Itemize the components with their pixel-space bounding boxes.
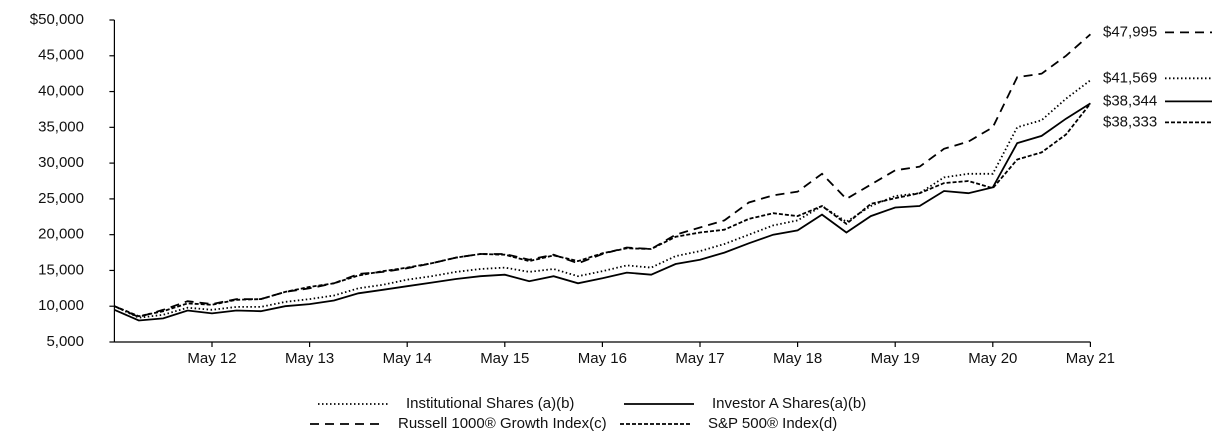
x-tick-label: May 13 xyxy=(285,350,334,367)
end-label: $38,333 xyxy=(1103,113,1157,130)
legend-label: Investor A Shares(a)(b) xyxy=(712,395,866,412)
series-line xyxy=(114,33,1091,318)
x-tick-label: May 17 xyxy=(675,350,724,367)
series-line xyxy=(114,79,1091,319)
y-tick-label: 25,000 xyxy=(38,190,84,207)
y-tick-label: 40,000 xyxy=(38,83,84,100)
x-tick-label: May 12 xyxy=(187,350,236,367)
y-tick-label: $50,000 xyxy=(30,11,84,28)
x-tick-label: May 14 xyxy=(383,350,432,367)
y-tick-label: 35,000 xyxy=(38,118,84,135)
x-tick-label: May 19 xyxy=(871,350,920,367)
series-line xyxy=(114,102,1092,318)
y-tick-label: 10,000 xyxy=(38,297,84,314)
y-tick-label: 30,000 xyxy=(38,154,84,171)
series-line xyxy=(114,102,1091,322)
x-tick-label: May 21 xyxy=(1066,350,1115,367)
y-tick-label: 15,000 xyxy=(38,261,84,278)
end-label: $38,344 xyxy=(1103,92,1157,109)
end-label: $41,569 xyxy=(1103,69,1157,86)
y-tick-label: 45,000 xyxy=(38,47,84,64)
x-tick-label: May 16 xyxy=(578,350,627,367)
x-tick-label: May 18 xyxy=(773,350,822,367)
end-label: $47,995 xyxy=(1103,23,1157,40)
legend-label: S&P 500® Index(d) xyxy=(708,415,837,432)
y-tick-label: 5,000 xyxy=(46,333,84,350)
x-tick-label: May 15 xyxy=(480,350,529,367)
legend-label: Russell 1000® Growth Index(c) xyxy=(398,415,607,432)
y-tick-label: 20,000 xyxy=(38,226,84,243)
x-tick-label: May 20 xyxy=(968,350,1017,367)
legend-label: Institutional Shares (a)(b) xyxy=(406,395,574,412)
